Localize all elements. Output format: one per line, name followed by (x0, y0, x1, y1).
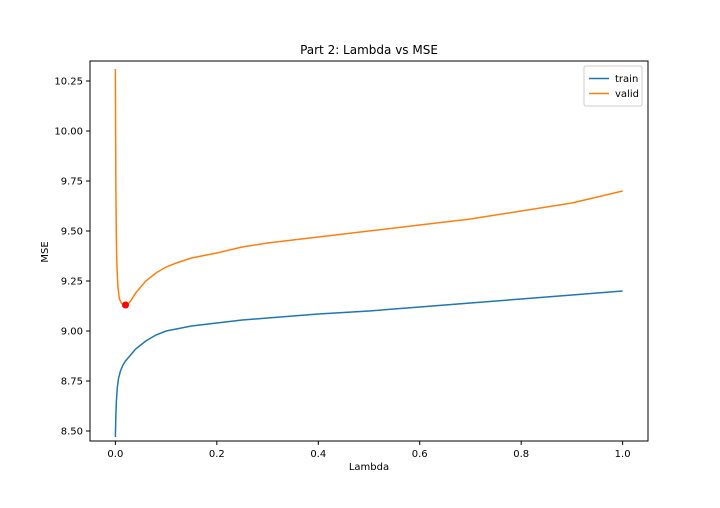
y-tick-label: 9.00 (61, 327, 83, 338)
series-line-valid (114, 68, 623, 306)
legend-box (583, 65, 643, 107)
x-tick-label: 0.2 (209, 449, 225, 460)
x-axis-ticks: 0.0 0.2 0.4 0.6 0.8 1.0 (107, 441, 631, 460)
y-tick-label: 8.50 (61, 427, 83, 438)
x-axis-label: Lambda (349, 462, 389, 473)
x-tick-label: 0.8 (513, 449, 529, 460)
plot-area (114, 68, 623, 438)
y-axis-ticks: 8.50 8.75 9.00 9.25 9.50 9.75 10.00 10.25 (54, 77, 90, 438)
y-tick-label: 10.25 (54, 77, 83, 88)
legend-label-train: train (615, 74, 638, 85)
legend-label-valid: valid (615, 89, 639, 100)
y-axis-label: MSE (40, 241, 51, 262)
y-tick-label: 9.75 (61, 177, 83, 188)
axes-frame (89, 60, 649, 442)
minimum-marker (122, 301, 130, 309)
x-tick-label: 0.4 (310, 449, 326, 460)
chart-title: Part 2: Lambda vs MSE (300, 43, 438, 57)
x-tick-label: 1.0 (615, 449, 631, 460)
y-tick-label: 8.75 (61, 377, 83, 388)
x-tick-label: 0.0 (107, 449, 123, 460)
series-line-train (114, 290, 623, 438)
x-tick-label: 0.6 (412, 449, 428, 460)
legend: train valid (583, 65, 643, 107)
y-tick-label: 9.25 (61, 277, 83, 288)
y-tick-label: 10.00 (54, 127, 83, 138)
y-tick-label: 9.50 (61, 227, 83, 238)
